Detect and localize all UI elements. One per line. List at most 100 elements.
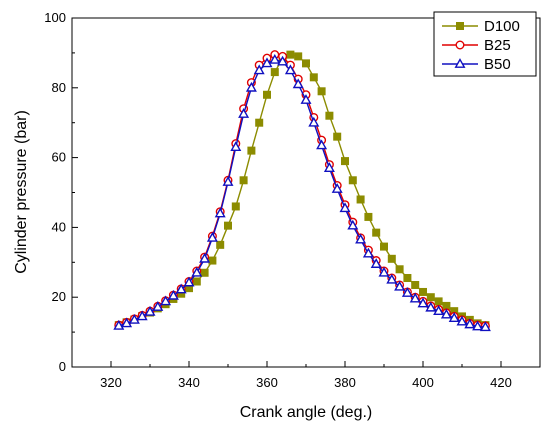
data-point-b50 xyxy=(386,273,398,284)
data-point-b50 xyxy=(300,94,312,104)
data-point-b50 xyxy=(292,78,304,89)
data-point-b50 xyxy=(331,183,343,193)
legend-label: B50 xyxy=(484,56,511,73)
data-point-b50 xyxy=(464,318,476,329)
data-point-d100 xyxy=(231,202,240,211)
data-point-b50 xyxy=(456,315,468,326)
legend: D100 B25 B50 xyxy=(433,11,537,77)
data-point-b50 xyxy=(355,233,367,244)
series-line-b50 xyxy=(118,59,486,328)
data-point-b50 xyxy=(199,252,211,263)
x-tick-label: 380 xyxy=(334,375,356,390)
data-point-b50 xyxy=(339,202,351,213)
data-point-b50 xyxy=(370,258,382,268)
data-point-b50 xyxy=(238,108,250,118)
legend-label: D100 xyxy=(484,18,520,35)
data-point-d100 xyxy=(380,242,388,251)
data-point-d100 xyxy=(403,274,412,283)
y-tick-label: 0 xyxy=(59,359,66,374)
data-point-b50 xyxy=(417,297,429,308)
legend-marker xyxy=(454,58,466,68)
data-point-d100 xyxy=(192,277,201,286)
y-tick-label: 60 xyxy=(52,150,66,165)
data-point-d100 xyxy=(364,212,373,221)
legend-marker xyxy=(456,22,464,30)
data-point-b50 xyxy=(269,53,281,64)
legend-label: B25 xyxy=(484,37,511,54)
data-point-b50 xyxy=(394,280,406,291)
data-point-d100 xyxy=(302,59,310,68)
data-point-b50 xyxy=(409,292,421,303)
data-point-b50 xyxy=(347,219,359,230)
data-point-b50 xyxy=(230,141,242,152)
data-point-b50 xyxy=(440,308,452,319)
data-point-b50 xyxy=(175,283,187,294)
data-point-b50 xyxy=(253,64,265,75)
legend-item-b25: B25 xyxy=(442,37,511,54)
x-tick-label: 320 xyxy=(100,375,122,390)
data-point-b50 xyxy=(183,276,195,287)
data-point-b50 xyxy=(245,81,257,92)
data-point-b50 xyxy=(316,139,328,150)
data-point-b50 xyxy=(401,287,413,297)
data-point-d100 xyxy=(442,301,451,310)
y-tick-label: 100 xyxy=(44,10,66,25)
y-tick-label: 40 xyxy=(52,219,66,234)
data-point-b50 xyxy=(121,317,133,328)
data-point-b50 xyxy=(433,305,445,316)
data-point-d100 xyxy=(309,73,318,82)
y-axis-title: Cylinder pressure (bar) xyxy=(13,110,30,274)
data-point-b50 xyxy=(261,57,273,68)
x-axis-title: Crank angle (deg.) xyxy=(240,404,373,421)
x-tick-label: 360 xyxy=(256,375,278,390)
data-point-b50 xyxy=(144,305,156,316)
data-point-d100 xyxy=(411,280,420,289)
data-point-b50 xyxy=(136,310,148,321)
data-point-d100 xyxy=(426,293,435,302)
data-point-b50 xyxy=(222,176,234,186)
data-point-d100 xyxy=(333,132,342,141)
data-point-d100 xyxy=(216,240,225,249)
data-point-d100 xyxy=(395,265,404,274)
data-point-b50 xyxy=(152,301,164,311)
data-point-d100 xyxy=(387,254,396,263)
data-point-b50 xyxy=(167,289,179,300)
data-point-d100 xyxy=(356,195,365,204)
data-point-d100 xyxy=(286,50,295,59)
data-point-b50 xyxy=(214,207,226,218)
x-axis: 320 340 360 380 400 420 xyxy=(71,361,541,390)
legend-item-d100: D100 xyxy=(442,18,520,35)
data-point-d100 xyxy=(263,90,271,99)
data-point-d100 xyxy=(247,146,256,155)
data-point-d100 xyxy=(270,68,279,77)
data-point-d100 xyxy=(294,52,303,61)
data-point-d100 xyxy=(224,221,232,230)
series-b50 xyxy=(113,53,491,332)
data-point-b50 xyxy=(113,319,125,330)
data-point-b50 xyxy=(284,64,296,75)
y-axis: 0 20 40 60 80 100 xyxy=(44,10,78,374)
data-point-b50 xyxy=(425,301,437,312)
data-point-d100 xyxy=(317,87,326,96)
data-point-d100 xyxy=(255,118,264,127)
data-point-b50 xyxy=(277,55,289,66)
data-point-d100 xyxy=(419,287,427,296)
data-point-b50 xyxy=(448,312,460,323)
data-point-b50 xyxy=(323,162,335,172)
data-point-b50 xyxy=(308,116,320,127)
data-point-b50 xyxy=(160,295,172,306)
legend-box xyxy=(433,11,537,77)
data-point-d100 xyxy=(208,256,217,265)
data-point-b50 xyxy=(378,266,390,277)
data-point-d100 xyxy=(348,176,357,185)
data-point-d100 xyxy=(372,228,381,237)
data-point-b50 xyxy=(206,231,218,242)
data-point-d100 xyxy=(200,268,209,277)
data-point-b50 xyxy=(362,247,374,258)
data-point-b50 xyxy=(479,321,491,332)
legend-item-b50: B50 xyxy=(442,56,511,73)
x-tick-label: 400 xyxy=(412,375,434,390)
plot-series xyxy=(113,50,491,332)
data-point-b50 xyxy=(128,313,140,324)
